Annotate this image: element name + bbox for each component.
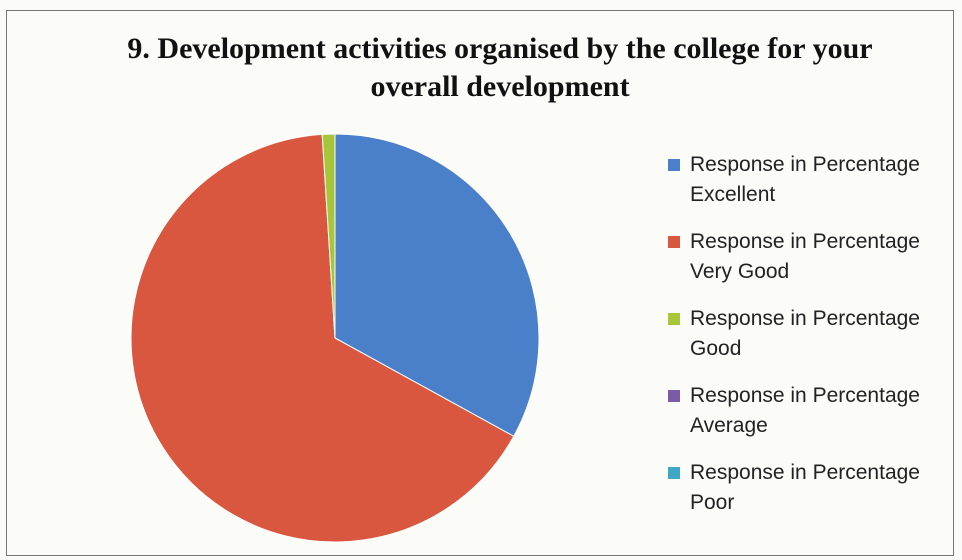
legend-swatch xyxy=(668,159,680,171)
chart-frame xyxy=(6,10,954,556)
pie-slice xyxy=(334,133,540,437)
legend-label: Response in Percentage Poor xyxy=(690,461,920,514)
legend-item: Response in Percentage Excellent xyxy=(668,150,930,210)
legend-label: Response in Percentage Average xyxy=(690,384,920,437)
pie-slice xyxy=(130,133,515,543)
legend: Response in Percentage Excellent Response… xyxy=(668,150,930,535)
legend-swatch xyxy=(668,467,680,479)
legend-label: Response in Percentage Good xyxy=(690,307,920,360)
chart-title: 9. Development activities organised by t… xyxy=(127,32,873,103)
legend-item: Response in Percentage Good xyxy=(668,304,930,364)
legend-swatch xyxy=(668,390,680,402)
legend-item: Response in Percentage Poor xyxy=(668,458,930,518)
legend-label: Response in Percentage Very Good xyxy=(690,230,920,283)
legend-item: Response in Percentage Average xyxy=(668,381,930,441)
legend-label: Response in Percentage Excellent xyxy=(690,153,920,206)
legend-item: Response in Percentage Very Good xyxy=(668,227,930,287)
legend-swatch xyxy=(668,236,680,248)
legend-swatch xyxy=(668,313,680,325)
